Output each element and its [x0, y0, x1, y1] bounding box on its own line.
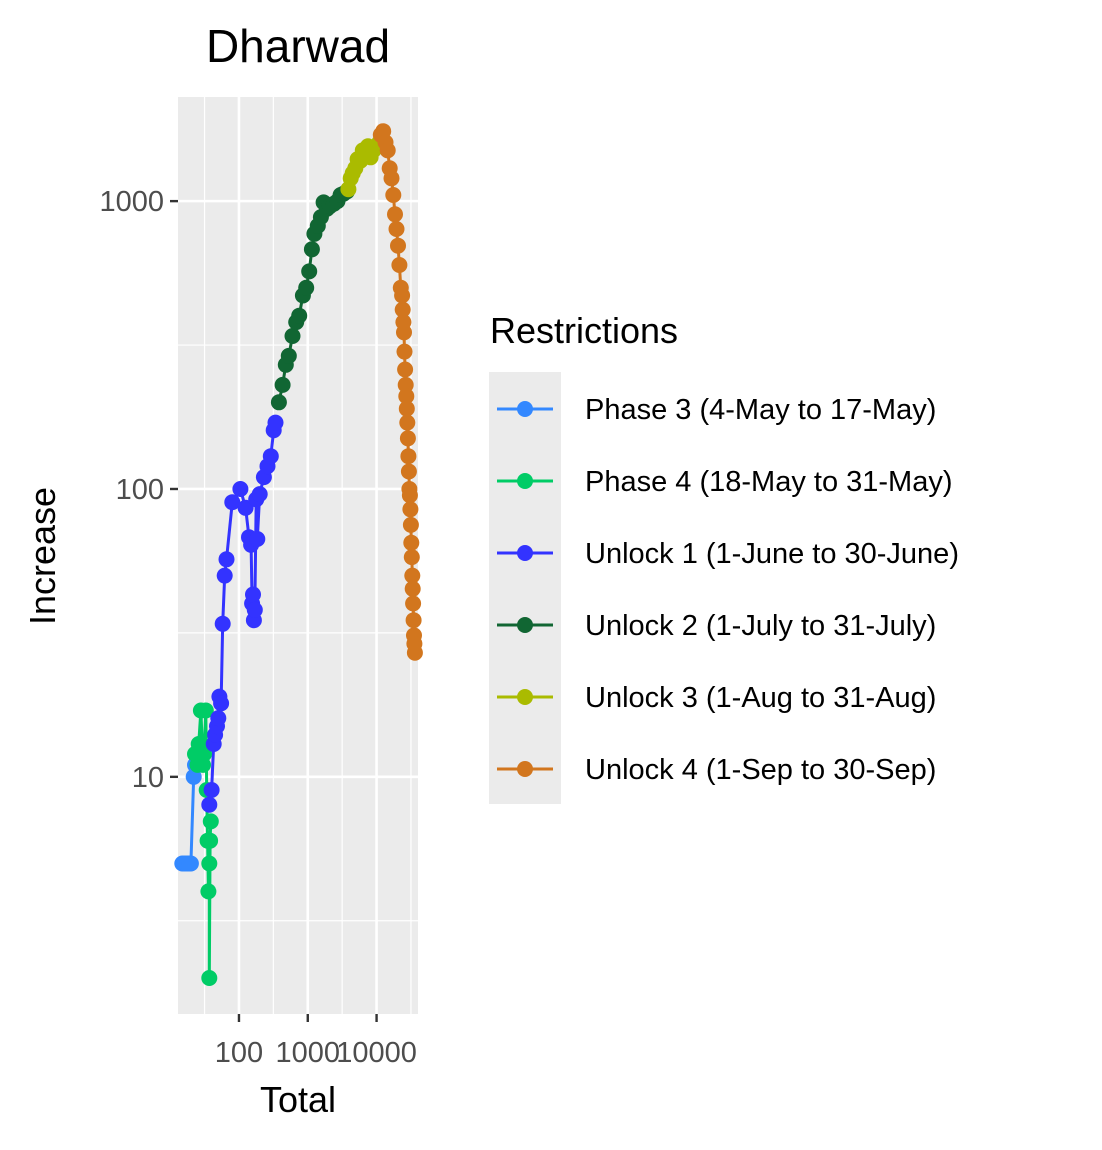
data-point	[216, 567, 233, 584]
data-point	[196, 746, 212, 762]
data-point	[405, 612, 422, 629]
data-point	[182, 855, 199, 872]
data-point	[210, 710, 227, 727]
data-point	[262, 448, 279, 465]
data-point	[197, 702, 214, 719]
data-point	[390, 237, 406, 254]
data-point	[396, 343, 413, 360]
x-axis-label: Total	[260, 1079, 336, 1120]
data-point	[270, 394, 287, 411]
data-point	[398, 400, 415, 417]
data-point	[399, 414, 416, 431]
legend-key-point	[517, 761, 533, 777]
plot-panel	[178, 97, 418, 1014]
legend-key-point	[517, 473, 533, 489]
x-tick-label: 100	[215, 1037, 263, 1069]
legend-label: Phase 4 (18-May to 31-May)	[585, 466, 952, 498]
data-series	[174, 123, 423, 986]
legend: Phase 3 (4-May to 17-May) Phase 4 (18-May…	[497, 394, 959, 786]
data-point	[397, 361, 414, 378]
legend-key-point	[517, 617, 533, 633]
data-point	[404, 580, 421, 597]
legend-key-point	[517, 401, 533, 417]
data-point	[400, 448, 417, 465]
legend-label: Unlock 3 (1-Aug to 31-Aug)	[585, 682, 936, 714]
data-point	[280, 347, 297, 364]
data-point	[213, 695, 230, 712]
data-point	[232, 481, 249, 497]
data-point	[245, 586, 261, 603]
y-tick-label: 10	[132, 762, 164, 794]
data-point	[403, 549, 420, 566]
legend-key-point	[517, 689, 533, 705]
data-point	[201, 796, 218, 813]
data-point	[404, 567, 421, 584]
legend-key-point	[517, 545, 533, 561]
data-point	[401, 487, 418, 504]
data-point	[387, 206, 403, 223]
data-point	[284, 328, 301, 344]
legend-title: Restrictions	[490, 310, 678, 351]
data-point	[201, 855, 218, 872]
data-point	[402, 516, 419, 533]
data-point	[249, 531, 266, 547]
legend-label: Unlock 4 (1-Sep to 30-Sep)	[585, 754, 936, 786]
data-point	[399, 430, 416, 447]
data-point	[396, 324, 412, 341]
data-point	[394, 287, 411, 304]
data-point	[291, 307, 308, 324]
data-point	[385, 187, 402, 203]
y-tick-label: 100	[116, 474, 164, 506]
data-point	[214, 615, 231, 632]
legend-label: Unlock 2 (1-July to 31-July)	[585, 610, 936, 642]
legend-label: Phase 3 (4-May to 17-May)	[585, 394, 936, 426]
data-point	[379, 142, 396, 159]
data-point	[267, 414, 284, 431]
data-point	[201, 970, 218, 986]
x-tick-label: 10000	[336, 1037, 417, 1069]
y-axis-label: Increase	[22, 487, 63, 625]
data-point	[402, 501, 419, 518]
data-point	[406, 644, 423, 661]
data-point	[298, 279, 315, 296]
data-point	[301, 263, 318, 280]
chart-title: Dharwad	[206, 20, 390, 72]
grid-lines	[178, 97, 418, 1014]
data-point	[251, 486, 268, 503]
legend-label: Unlock 1 (1-June to 30-June)	[585, 538, 959, 570]
data-point	[398, 388, 415, 405]
data-point	[403, 534, 420, 551]
x-tick-label: 1000	[276, 1037, 341, 1069]
data-point	[246, 601, 263, 618]
data-point	[388, 221, 405, 237]
data-point	[202, 832, 219, 849]
data-point	[391, 257, 408, 273]
data-point	[405, 595, 422, 612]
legend-key-background	[489, 372, 561, 804]
data-point	[200, 883, 217, 900]
data-point	[394, 301, 411, 318]
data-point	[397, 376, 414, 393]
data-point	[400, 463, 417, 480]
data-point	[224, 494, 241, 511]
data-point	[203, 782, 220, 798]
data-point	[274, 376, 291, 393]
data-point	[202, 813, 219, 830]
data-point	[383, 170, 400, 187]
data-point	[218, 551, 235, 568]
y-tick-label: 1000	[99, 186, 164, 218]
data-point	[303, 241, 320, 258]
